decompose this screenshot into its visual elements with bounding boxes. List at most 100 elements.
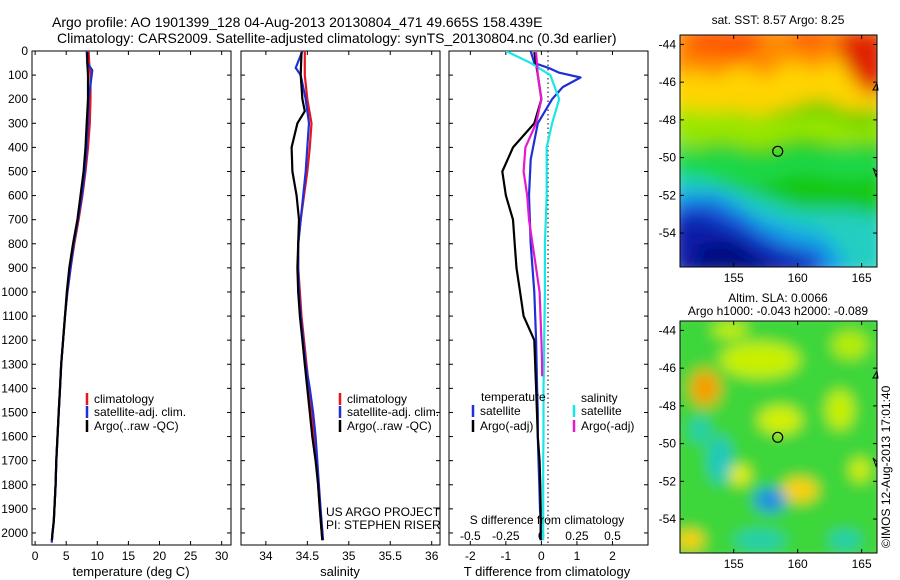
map-y-tick-label: -50 [659, 151, 677, 165]
project-label: US ARGO PROJECT [326, 505, 441, 519]
salinity-axes-box [240, 50, 441, 546]
series-line-t-argo-adj- [501, 52, 543, 541]
y-tick-label: 200 [8, 92, 28, 106]
y-tick-label: 1700 [1, 454, 28, 468]
sla-map-frame [679, 320, 878, 554]
legend-label-t-argo: Argo(-adj) [480, 419, 533, 433]
temperature-lines [50, 51, 94, 543]
x-tick-label: 30 [215, 549, 229, 563]
map-y-tick-label: -46 [659, 75, 677, 89]
difference-lines [501, 51, 582, 541]
map-x-tick-label: 160 [788, 557, 808, 571]
sla-map-title-2: Argo h1000: -0.043 h2000: -0.089 [688, 304, 868, 318]
y-tick-label: 1900 [1, 502, 28, 516]
difference-axis-ticks: -2 -1 0 1 2-0.5 -0.25 0 0.25 0.5 [449, 50, 648, 563]
legend-label-s-argo: Argo(-adj) [581, 419, 634, 433]
legend-title-temperature: temperature [481, 390, 546, 404]
map-y-tick-label: -46 [659, 361, 677, 375]
coastline-fragment [872, 81, 879, 178]
series-line-argo-raw-qc- [290, 52, 324, 541]
map-y-tick-label: -48 [659, 399, 677, 413]
difference-panel: -2 -1 0 1 2-0.5 -0.25 0 0.25 0.5 T difference fr… [448, 50, 649, 579]
legend-label-t-satellite: satellite [480, 404, 521, 418]
x-tick-label: 35 [342, 549, 356, 563]
sla-map-panel: Altim. SLA: 0.0066 Argo h1000: -0.043 h2… [659, 291, 893, 571]
coastline-fragment [872, 369, 879, 468]
series-line-s-satellite [505, 51, 561, 541]
y-tick-label: 1200 [1, 333, 28, 347]
imos-timestamp: ©IMOS 12-Aug-2013 17:01:40 [879, 385, 893, 548]
x-tick-label: 2 [609, 549, 616, 563]
x-tick-label: 35.5 [379, 549, 403, 563]
series-line-argo-raw-qc- [50, 52, 90, 541]
map-y-tick-label: -54 [659, 226, 677, 240]
x-tick-label: 15 [122, 549, 136, 563]
map-y-tick-label: -52 [659, 474, 677, 488]
sst-map-frame [679, 34, 878, 268]
sla-axis-ticks: 155 160 165 -44 -46 -48 -50 -52 -54 [659, 321, 877, 571]
map-x-tick-label: 165 [852, 557, 872, 571]
argo-location-marker [772, 145, 784, 157]
sla-heatmap [680, 321, 877, 553]
legend-label-s-satellite: satellite [581, 404, 622, 418]
x-tick-label: 10 [91, 549, 105, 563]
x-tick-label: 20 [153, 549, 167, 563]
s-tick-label: 0.5 [604, 529, 621, 543]
salinity-legend: climatology satellite-adj. clim. Argo(..… [338, 392, 439, 433]
legend-label-argo: Argo(..raw -QC) [94, 419, 179, 433]
map-y-tick-label: -52 [659, 188, 677, 202]
salinity-x-label: salinity [320, 564, 360, 579]
temperature-legend: climatology satellite-adj. clim. Argo(..… [85, 392, 186, 433]
y-tick-label: 300 [8, 116, 28, 130]
legend-label-satellite: satellite-adj. clim. [347, 405, 439, 419]
sst-heatmap [680, 35, 877, 267]
y-tick-label: 800 [8, 237, 28, 251]
sst-map-panel: sat. SST: 8.57 Argo: 8.25 155 160 165 -44 -4… [659, 13, 879, 285]
y-tick-label: 500 [8, 164, 28, 178]
salinity-panel: 34 34.5 35 35.5 36 salinity climatology sate… [240, 50, 441, 579]
pi-label: PI: STEPHEN RISER [326, 518, 441, 532]
x-tick-label: 1 [574, 549, 581, 563]
salinity-axis-ticks: 34 34.5 35 35.5 36 [241, 50, 440, 563]
y-tick-label: 1300 [1, 357, 28, 371]
series-line-s-argo-adj- [522, 52, 544, 377]
s-tick-label: -0.5 [460, 529, 481, 543]
sst-map-title: sat. SST: 8.57 Argo: 8.25 [712, 13, 845, 27]
y-tick-label: 1600 [1, 430, 28, 444]
difference-legend: temperature salinity satellite Argo(-adj… [471, 390, 634, 433]
map-x-tick-label: 160 [788, 271, 808, 285]
map-x-tick-label: 155 [724, 271, 744, 285]
map-x-tick-label: 165 [852, 271, 872, 285]
x-tick-label: 5 [63, 549, 70, 563]
temperature-axes-box [31, 50, 232, 546]
map-x-tick-label: 155 [724, 557, 744, 571]
temperature-panel: 0100200300400500600700800900100011001200… [1, 44, 232, 579]
map-y-tick-label: -48 [659, 113, 677, 127]
x-tick-label: -1 [501, 549, 512, 563]
y-tick-label: 600 [8, 189, 28, 203]
y-tick-label: 100 [8, 68, 28, 82]
legend-label-climatology: climatology [347, 392, 407, 406]
y-tick-label: 1400 [1, 381, 28, 395]
y-tick-label: 700 [8, 213, 28, 227]
y-tick-label: 1800 [1, 478, 28, 492]
temperature-axis-ticks: 0100200300400500600700800900100011001200… [1, 44, 231, 563]
x-tick-label: 34 [259, 549, 273, 563]
y-tick-label: 0 [21, 44, 28, 58]
x-tick-label: 36 [425, 549, 439, 563]
legend-label-climatology: climatology [94, 392, 154, 406]
salinity-lines [290, 51, 325, 541]
legend-label-argo: Argo(..raw -QC) [347, 419, 432, 433]
y-tick-label: 1100 [2, 309, 28, 323]
header-line-1: Argo profile: AO 1901399_128 04-Aug-2013… [52, 14, 542, 30]
s-tick-label: -0.25 [492, 529, 520, 543]
legend-title-salinity: salinity [581, 391, 618, 405]
s-tick-label: 0.25 [565, 529, 589, 543]
y-tick-label: 900 [8, 261, 28, 275]
temperature-x-label: temperature (deg C) [72, 564, 189, 579]
map-y-tick-label: -44 [659, 323, 677, 337]
sst-axis-ticks: 155 160 165 -44 -46 -48 -50 -52 -54 [659, 35, 877, 285]
y-tick-label: 1000 [1, 285, 28, 299]
header-line-2: Climatology: CARS2009. Satellite-adjuste… [57, 30, 617, 46]
